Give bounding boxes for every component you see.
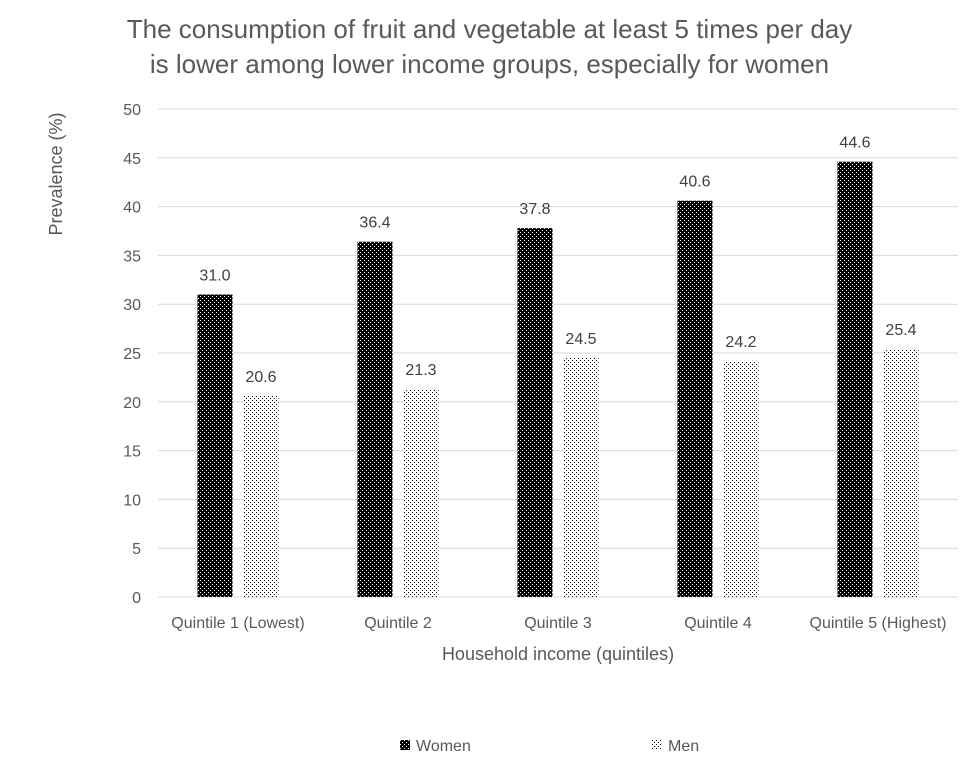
x-tick-label: Quintile 3 <box>524 615 592 632</box>
y-tick-label: 45 <box>123 151 141 168</box>
legend-swatch-men <box>652 740 662 750</box>
data-labels: 31.0 20.6 36.4 21.3 37.8 24.5 40.6 24.2 44.6 25.4 <box>199 135 916 386</box>
data-label: 24.2 <box>725 334 756 351</box>
y-tick-label: 30 <box>123 297 141 314</box>
x-tick-label: Quintile 1 (Lowest) <box>171 615 304 632</box>
bar-women <box>197 294 233 597</box>
data-label: 31.0 <box>199 267 230 284</box>
legend-label-women: Women <box>416 738 471 755</box>
data-label: 36.4 <box>359 215 390 232</box>
x-axis-title: Household income (quintiles) <box>442 644 674 664</box>
chart-title-line-2: is lower among lower income groups, espe… <box>149 49 830 79</box>
data-label: 20.6 <box>245 369 276 386</box>
bar-women <box>837 161 873 598</box>
y-tick-label: 10 <box>123 492 141 509</box>
legend-swatch-women <box>400 740 410 750</box>
chart-title-line-1: The consumption of fruit and vegetable a… <box>126 14 853 44</box>
y-tick-label: 25 <box>123 346 141 363</box>
x-tick-label: Quintile 4 <box>684 615 752 632</box>
bar-women <box>677 200 713 597</box>
y-axis-title: Prevalence (%) <box>46 112 66 235</box>
bar-men <box>563 357 599 597</box>
bar-women <box>517 228 553 597</box>
data-label: 25.4 <box>885 322 916 339</box>
x-tick-label: Quintile 2 <box>364 615 432 632</box>
data-label: 24.5 <box>565 331 596 348</box>
legend-label-men: Men <box>668 738 699 755</box>
y-tick-label: 15 <box>123 444 141 461</box>
bar-women <box>357 241 393 597</box>
y-tick-label: 20 <box>123 395 141 412</box>
data-label: 37.8 <box>519 201 550 218</box>
y-tick-label: 0 <box>132 590 141 607</box>
data-label: 21.3 <box>405 362 436 379</box>
x-axis-ticks: Quintile 1 (Lowest) Quintile 2 Quintile 3 Q… <box>171 615 946 632</box>
y-tick-label: 50 <box>123 102 141 119</box>
legend: Women Men <box>400 738 699 755</box>
y-axis-ticks: 0 5 10 15 20 25 30 35 40 45 50 <box>123 102 141 607</box>
data-label: 40.6 <box>679 174 710 191</box>
gridlines <box>158 108 958 598</box>
y-tick-label: 5 <box>132 541 141 558</box>
data-label: 44.6 <box>839 135 870 152</box>
bars <box>197 161 919 598</box>
bar-men <box>723 360 759 597</box>
bar-men <box>243 395 279 597</box>
bar-men <box>403 389 439 597</box>
y-tick-label: 35 <box>123 248 141 265</box>
x-tick-label: Quintile 5 (Highest) <box>810 615 947 632</box>
chart-title: The consumption of fruit and vegetable a… <box>0 12 979 82</box>
y-tick-label: 40 <box>123 200 141 217</box>
bar-men <box>883 349 919 597</box>
